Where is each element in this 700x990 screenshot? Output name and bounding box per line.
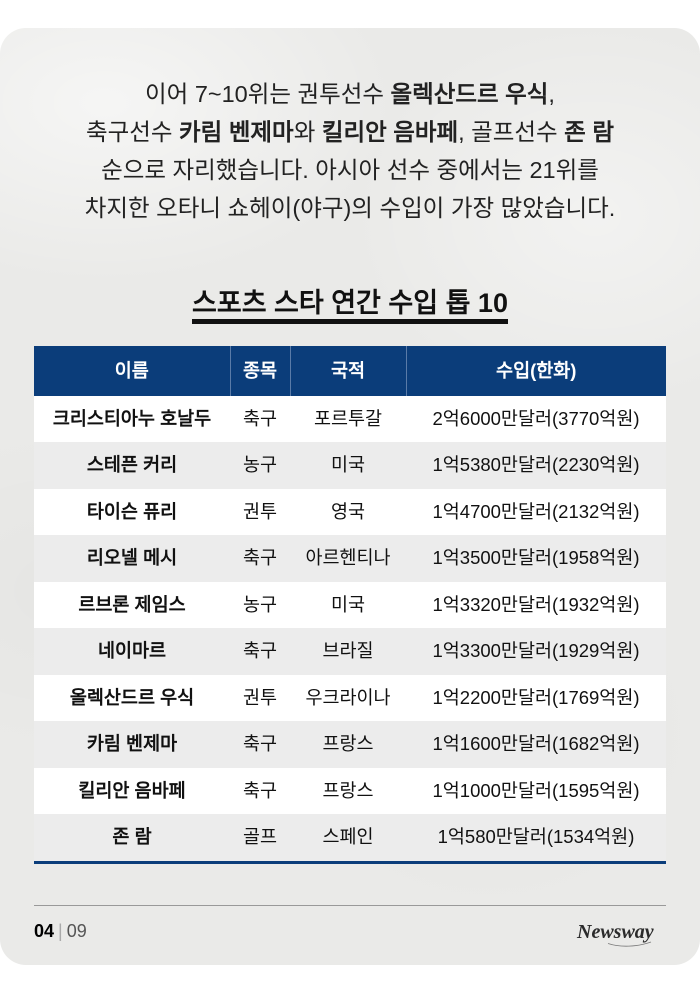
svg-text:Newsway: Newsway [576,921,654,943]
